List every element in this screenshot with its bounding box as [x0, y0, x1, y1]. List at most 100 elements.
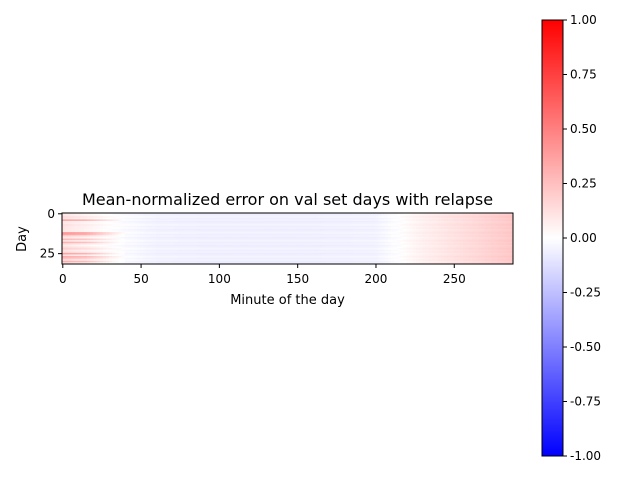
heatmap-cell — [312, 214, 317, 217]
heatmap-cell — [190, 217, 194, 220]
heatmap-cell — [212, 254, 216, 257]
heatmap-cell — [190, 219, 194, 222]
heatmap-cell — [221, 256, 226, 258]
heatmap-cell — [118, 241, 122, 244]
heatmap-cell — [83, 224, 88, 227]
heatmap-cell — [118, 249, 122, 252]
heatmap-cell — [306, 246, 310, 249]
heatmap-cell — [253, 252, 257, 255]
heatmap-cell — [290, 256, 295, 258]
heatmap-cell — [444, 232, 448, 235]
heatmap-cell — [321, 228, 326, 231]
heatmap-cell — [290, 217, 295, 220]
heatmap-cell — [390, 236, 395, 239]
heatmap-cell — [494, 259, 498, 262]
heatmap-cell — [321, 254, 326, 257]
heatmap-cell — [337, 224, 342, 227]
heatmap-cell — [237, 240, 241, 242]
heatmap-cell — [262, 260, 266, 263]
heatmap-cell — [87, 240, 91, 242]
heatmap-cell — [356, 240, 360, 242]
heatmap-cell — [284, 219, 288, 222]
heatmap-cell — [334, 230, 339, 233]
heatmap-cell — [115, 241, 119, 244]
heatmap-cell — [375, 214, 379, 217]
heatmap-cell — [378, 220, 382, 223]
heatmap-cell — [296, 259, 301, 262]
heatmap-cell — [202, 232, 207, 235]
heatmap-cell — [365, 248, 370, 250]
heatmap-cell — [268, 217, 273, 220]
heatmap-cell — [462, 249, 467, 252]
heatmap-cell — [265, 254, 270, 257]
heatmap-cell — [99, 233, 104, 236]
heatmap-cell — [278, 213, 282, 215]
heatmap-cell — [224, 235, 229, 238]
heatmap-cell — [462, 262, 467, 265]
heatmap-cell — [187, 233, 191, 236]
heatmap-cell — [278, 227, 282, 230]
heatmap-cell — [356, 216, 360, 219]
heatmap-cell — [199, 254, 204, 257]
heatmap-cell — [215, 217, 219, 220]
heatmap-cell — [343, 240, 348, 242]
heatmap-cell — [99, 235, 104, 238]
heatmap-cell — [431, 228, 436, 231]
heatmap-cell — [328, 248, 332, 250]
heatmap-cell — [90, 230, 94, 233]
heatmap-cell — [412, 254, 417, 257]
heatmap-cell — [71, 260, 75, 263]
heatmap-cell — [287, 260, 292, 263]
heatmap-cell — [102, 256, 107, 258]
heatmap-cell — [478, 257, 483, 260]
heatmap-cell — [249, 243, 254, 246]
heatmap-cell — [118, 225, 122, 228]
heatmap-cell — [90, 262, 94, 265]
heatmap-cell — [393, 214, 398, 217]
heatmap-cell — [328, 228, 332, 231]
heatmap-cell — [312, 222, 317, 225]
heatmap-cell — [212, 256, 216, 258]
heatmap-cell — [368, 244, 373, 247]
heatmap-cell — [450, 233, 454, 236]
heatmap-cell — [271, 230, 276, 233]
heatmap-cell — [296, 213, 301, 215]
heatmap-cell — [497, 219, 501, 222]
heatmap-cell — [440, 217, 445, 220]
heatmap-cell — [406, 230, 411, 233]
heatmap-cell — [65, 236, 69, 239]
heatmap-cell — [350, 248, 354, 250]
heatmap-cell — [171, 246, 176, 249]
heatmap-cell — [450, 241, 454, 244]
heatmap-cell — [321, 224, 326, 227]
heatmap-cell — [115, 230, 119, 233]
heatmap-cell — [447, 240, 451, 242]
heatmap-cell — [503, 262, 508, 265]
heatmap-cell — [293, 225, 298, 228]
heatmap-cell — [459, 219, 464, 222]
heatmap-cell — [456, 232, 461, 235]
heatmap-cell — [378, 227, 382, 230]
heatmap-cell — [168, 249, 173, 252]
heatmap-cell — [256, 233, 260, 236]
heatmap-cell — [65, 219, 69, 222]
heatmap-cell — [434, 222, 439, 225]
heatmap-cell — [140, 244, 144, 247]
heatmap-cell — [206, 240, 210, 242]
heatmap-cell — [209, 232, 213, 235]
heatmap-cell — [303, 219, 307, 222]
heatmap-cell — [475, 216, 479, 219]
heatmap-cell — [278, 236, 282, 239]
heatmap-cell — [440, 244, 445, 247]
heatmap-cell — [162, 220, 166, 223]
heatmap-cell — [224, 213, 229, 215]
heatmap-cell — [90, 232, 94, 235]
heatmap-cell — [93, 248, 97, 250]
heatmap-cell — [177, 227, 182, 230]
heatmap-cell — [359, 251, 364, 254]
heatmap-cell — [362, 256, 367, 258]
heatmap-cell — [362, 257, 367, 260]
heatmap-cell — [334, 213, 339, 215]
heatmap-cell — [71, 222, 75, 225]
heatmap-cell — [491, 222, 495, 225]
